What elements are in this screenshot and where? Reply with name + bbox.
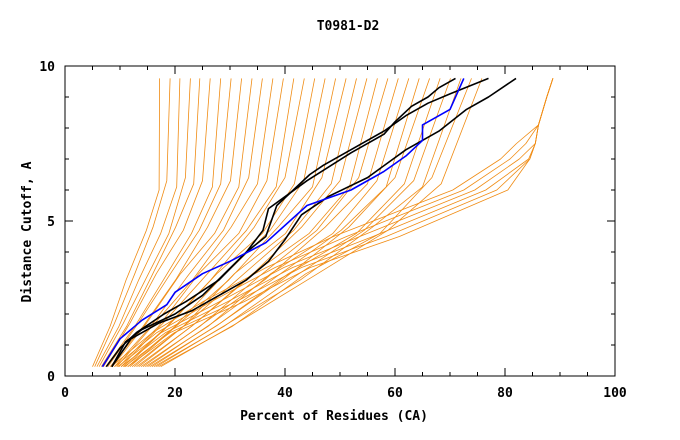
x-axis-label: Percent of Residues (CA) (240, 409, 428, 424)
chart-title: T0981-D2 (317, 19, 380, 34)
x-tick-label: 40 (277, 386, 293, 401)
series-line-background-13 (111, 78, 253, 367)
series-line-highlight-0 (101, 78, 465, 368)
series-line-background-18 (123, 78, 305, 367)
series-line-reference-1 (105, 77, 489, 368)
series-line-background-40 (124, 78, 554, 368)
series-line-background-14 (114, 78, 263, 367)
series-line-reference-3 (111, 77, 517, 368)
series-line-background-21 (129, 78, 336, 368)
series-line-background-6 (96, 78, 181, 367)
series-line-background-4 (92, 78, 161, 367)
series-line-background-5 (94, 78, 171, 367)
x-tick-label: 80 (497, 386, 513, 401)
series-layer (92, 77, 554, 368)
series-line-background-8 (100, 78, 201, 367)
y-tick-label: 5 (47, 215, 55, 230)
series-line-background-35 (160, 78, 483, 368)
series-line-background-9 (103, 78, 211, 367)
series-line-background-31 (151, 78, 441, 368)
ticks-layer: 0 20 40 60 80 100 0 5 10 (39, 60, 627, 401)
series-line-background-29 (147, 78, 420, 368)
series-line-reference-2 (111, 77, 456, 368)
series-line-background-33 (156, 78, 462, 368)
series-line-background-25 (138, 78, 378, 368)
x-tick-label: 20 (167, 386, 183, 401)
series-line-background-7 (98, 78, 191, 367)
y-axis-label: Distance Cutoff, A (20, 161, 35, 302)
series-line-background-17 (120, 78, 295, 367)
x-tick-label: 60 (387, 386, 403, 401)
series-line-background-41 (127, 78, 554, 368)
series-line-background-27 (142, 78, 399, 368)
series-line-background-19 (125, 78, 316, 367)
x-tick-label: 0 (61, 386, 69, 401)
series-line-background-16 (118, 78, 284, 367)
series-line-background-37 (114, 78, 554, 368)
y-tick-label: 10 (39, 60, 55, 75)
series-line-background-30 (149, 78, 430, 368)
series-line-background-15 (116, 78, 274, 367)
series-line-background-34 (158, 78, 472, 368)
series-line-background-10 (105, 78, 222, 367)
y-tick-label: 0 (47, 370, 55, 385)
series-line-background-11 (107, 78, 232, 367)
x-tick-label: 100 (603, 386, 627, 401)
